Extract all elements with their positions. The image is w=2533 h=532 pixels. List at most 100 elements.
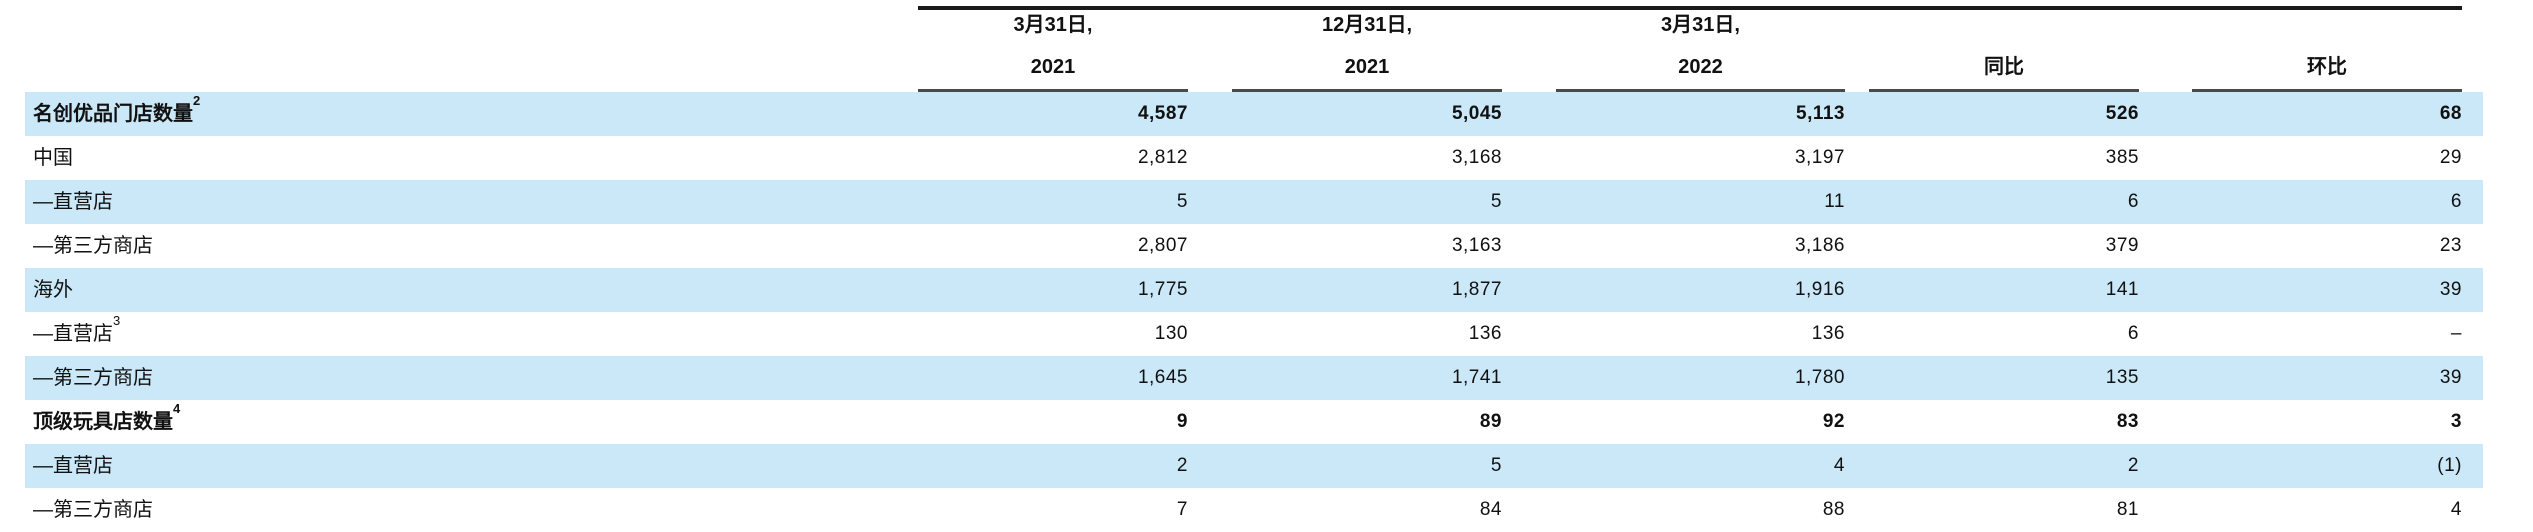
cell-value: 3 bbox=[2450, 411, 2462, 432]
cell-value: 5,113 bbox=[1796, 103, 1845, 124]
table-row: 海外 1,775 1,877 1,916 141 39 bbox=[25, 268, 2483, 312]
cell-value: 68 bbox=[2439, 103, 2462, 124]
cell-value: 6 bbox=[2127, 191, 2139, 212]
cell-value: (1) bbox=[2437, 455, 2462, 476]
cell-value: 1,916 bbox=[1794, 279, 1845, 300]
row-label-text: 中国 bbox=[33, 147, 73, 169]
cell-value: 1,877 bbox=[1451, 279, 1502, 300]
header-line2: 同比 bbox=[1984, 56, 2024, 78]
table-row: —直营店 5 5 11 6 6 bbox=[25, 180, 2483, 224]
row-label: —第三方商店 bbox=[25, 356, 918, 400]
cell-value: 3,168 bbox=[1451, 147, 1502, 168]
cell-value: 526 bbox=[2105, 103, 2139, 124]
cell-value: 11 bbox=[1824, 191, 1845, 212]
row-label: —直营店 bbox=[25, 180, 918, 224]
header-line2: 环比 bbox=[2307, 56, 2347, 78]
header-cell-dec-2021: 12月31日, 2021 bbox=[1188, 0, 1502, 92]
header-cell-mar-2022: 3月31日, 2022 bbox=[1502, 0, 1845, 92]
header-line2: 2021 bbox=[1030, 56, 1076, 78]
header-line1: 12月31日, bbox=[1321, 14, 1413, 36]
cell-value: 1,741 bbox=[1451, 367, 1502, 388]
table-row: 中国 2,812 3,168 3,197 385 29 bbox=[25, 136, 2483, 180]
cell-value: 4 bbox=[2450, 499, 2462, 520]
cell-value: 3,186 bbox=[1794, 235, 1845, 256]
cell-value: 1,775 bbox=[1137, 279, 1188, 300]
cell-value: 6 bbox=[2450, 191, 2462, 212]
cell-value: 39 bbox=[2439, 279, 2462, 300]
header-cell-yoy: 同比 bbox=[1845, 0, 2139, 92]
row-label-footnote: 2 bbox=[193, 93, 201, 109]
header-top-rule bbox=[918, 6, 2462, 10]
row-label: —直营店3 bbox=[25, 312, 918, 356]
row-label-text: —第三方商店 bbox=[33, 367, 153, 389]
cell-value: 2 bbox=[1176, 455, 1188, 476]
row-label: —直营店 bbox=[25, 444, 918, 488]
table-row: —第三方商店 7 84 88 81 4 bbox=[25, 488, 2483, 532]
cell-value: 9 bbox=[1176, 411, 1188, 432]
cell-value: 135 bbox=[2105, 367, 2139, 388]
row-label-text: 海外 bbox=[33, 279, 73, 301]
header-line1 bbox=[2192, 13, 2462, 38]
cell-value: 1,780 bbox=[1794, 367, 1845, 388]
cell-value: – bbox=[2450, 323, 2462, 344]
row-label-footnote: 4 bbox=[173, 401, 181, 417]
row-label-text: 顶级玩具店数量 bbox=[33, 411, 173, 433]
row-label: 名创优品门店数量2 bbox=[25, 92, 918, 136]
cell-value: 5 bbox=[1490, 191, 1502, 212]
row-label: —第三方商店 bbox=[25, 488, 918, 532]
cell-value: 2 bbox=[2127, 455, 2139, 476]
header-line2: 2021 bbox=[1344, 56, 1390, 78]
cell-value: 88 bbox=[1822, 499, 1845, 520]
row-label-text: —直营店 bbox=[33, 323, 113, 345]
row-label-text: —第三方商店 bbox=[33, 499, 153, 521]
cell-value: 130 bbox=[1154, 323, 1188, 344]
cell-value: 83 bbox=[2116, 411, 2139, 432]
header-line2: 2022 bbox=[1678, 56, 1723, 78]
cell-value: 7 bbox=[1176, 499, 1188, 520]
table-row: —第三方商店 1,645 1,741 1,780 135 39 bbox=[25, 356, 2483, 400]
table-row: 顶级玩具店数量4 9 89 92 83 3 bbox=[25, 400, 2483, 444]
cell-value: 5,045 bbox=[1451, 103, 1502, 124]
table-header: 3月31日, 2021 12月31日, 2021 3月31日, 2022 bbox=[25, 0, 2483, 92]
cell-value: 1,645 bbox=[1137, 367, 1188, 388]
row-label-footnote: 3 bbox=[113, 313, 121, 329]
table-body: 名创优品门店数量2 4,587 5,045 5,113 526 68 中国 2,… bbox=[25, 92, 2483, 532]
header-line1: 3月31日, bbox=[1661, 14, 1740, 36]
cell-value: 3,197 bbox=[1794, 147, 1845, 168]
row-label: 海外 bbox=[25, 268, 918, 312]
cell-value: 4 bbox=[1833, 455, 1845, 476]
cell-value: 4,587 bbox=[1137, 103, 1188, 124]
cell-value: 81 bbox=[2116, 499, 2139, 520]
table-row: —直营店3 130 136 136 6 – bbox=[25, 312, 2483, 356]
cell-value: 89 bbox=[1479, 411, 1502, 432]
cell-value: 6 bbox=[2127, 323, 2139, 344]
row-label-text: —直营店 bbox=[33, 191, 113, 213]
cell-value: 92 bbox=[1822, 411, 1845, 432]
table-row: —直营店 2 5 4 2 (1) bbox=[25, 444, 2483, 488]
header-cell-label-spacer bbox=[25, 0, 918, 92]
header-cell-mar-2021: 3月31日, 2021 bbox=[918, 0, 1188, 92]
cell-value: 5 bbox=[1176, 191, 1188, 212]
row-label: —第三方商店 bbox=[25, 224, 918, 268]
table-row: 名创优品门店数量2 4,587 5,045 5,113 526 68 bbox=[25, 92, 2483, 136]
cell-value: 39 bbox=[2439, 367, 2462, 388]
cell-value: 5 bbox=[1490, 455, 1502, 476]
cell-value: 2,812 bbox=[1137, 147, 1188, 168]
row-label: 顶级玩具店数量4 bbox=[25, 400, 918, 444]
cell-value: 84 bbox=[1479, 499, 1502, 520]
cell-value: 141 bbox=[2105, 279, 2139, 300]
row-label-text: —直营店 bbox=[33, 455, 113, 477]
row-label: 中国 bbox=[25, 136, 918, 180]
cell-value: 3,163 bbox=[1451, 235, 1502, 256]
table-row: —第三方商店 2,807 3,163 3,186 379 23 bbox=[25, 224, 2483, 268]
header-line1: 3月31日, bbox=[1013, 14, 1093, 36]
cell-value: 23 bbox=[2439, 235, 2462, 256]
cell-value: 379 bbox=[2105, 235, 2139, 256]
cell-value: 136 bbox=[1811, 323, 1845, 344]
cell-value: 136 bbox=[1468, 323, 1502, 344]
cell-value: 2,807 bbox=[1137, 235, 1188, 256]
row-label-text: 名创优品门店数量 bbox=[33, 103, 193, 125]
header-line1 bbox=[1869, 13, 2139, 38]
row-label-text: —第三方商店 bbox=[33, 235, 153, 257]
